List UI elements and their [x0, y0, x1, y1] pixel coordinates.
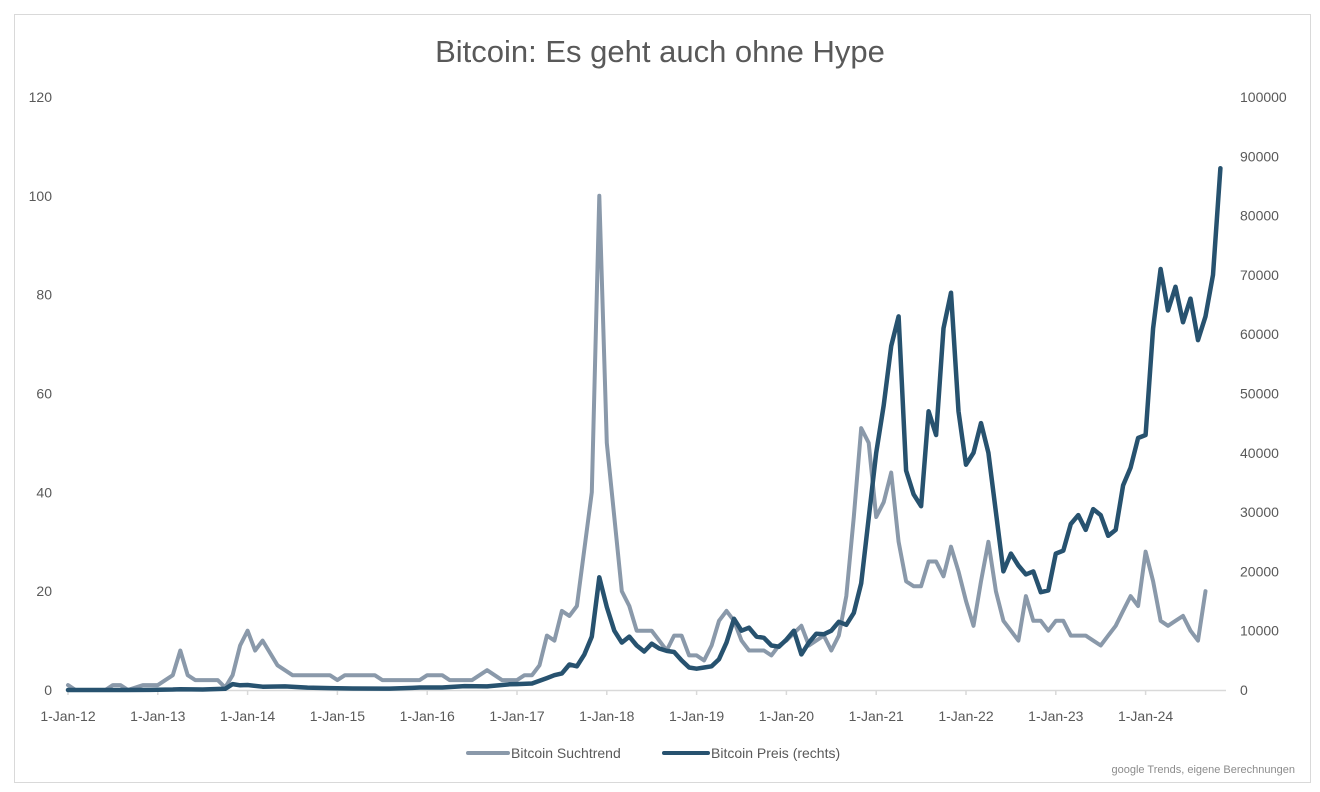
- series-line-preis: [65, 165, 1223, 693]
- right-y-axis: 0 10000 20000 30000 40000 50000 60000 70000 8000…: [1240, 89, 1287, 698]
- legend-label-price: Bitcoin Preis (rechts): [711, 745, 840, 761]
- right-y-tick-label: 10000: [1240, 623, 1279, 639]
- plot-lines: [65, 165, 1223, 693]
- x-tick-label: 1-Jan-23: [1028, 708, 1083, 724]
- right-y-tick-label: 100000: [1240, 89, 1287, 105]
- x-tick-label: 1-Jan-20: [759, 708, 814, 724]
- x-tick-label: 1-Jan-19: [669, 708, 724, 724]
- x-tick-label: 1-Jan-15: [310, 708, 365, 724]
- x-tick-label: 1-Jan-22: [938, 708, 993, 724]
- left-y-tick-label: 40: [36, 484, 52, 500]
- x-tick-label: 1-Jan-21: [849, 708, 904, 724]
- left-y-tick-label: 100: [29, 188, 53, 204]
- x-tick-label: 1-Jan-13: [130, 708, 185, 724]
- x-tick-label: 1-Jan-14: [220, 708, 275, 724]
- chart-title: Bitcoin: Es geht auch ohne Hype: [435, 34, 885, 69]
- right-y-tick-label: 0: [1240, 682, 1248, 698]
- x-tick-label: 1-Jan-16: [400, 708, 455, 724]
- left-y-tick-label: 120: [29, 89, 53, 105]
- right-y-tick-label: 40000: [1240, 445, 1279, 461]
- legend-label-trend: Bitcoin Suchtrend: [511, 745, 621, 761]
- right-y-tick-label: 80000: [1240, 208, 1279, 224]
- right-y-tick-label: 30000: [1240, 504, 1279, 520]
- left-y-tick-label: 0: [44, 682, 52, 698]
- x-tick-label: 1-Jan-17: [489, 708, 544, 724]
- right-y-tick-label: 70000: [1240, 267, 1279, 283]
- left-y-tick-label: 80: [36, 287, 52, 303]
- x-tick-label: 1-Jan-18: [579, 708, 634, 724]
- x-axis: 1-Jan-12 1-Jan-13 1-Jan-14 1-Jan-15 1-Jan-16…: [40, 689, 1226, 724]
- series-line-suchtrend: [66, 193, 1208, 692]
- left-y-tick-label: 60: [36, 386, 52, 402]
- x-tick-label: 1-Jan-24: [1118, 708, 1173, 724]
- chart-frame: [14, 14, 1311, 783]
- legend: Bitcoin Suchtrend Bitcoin Preis (rechts): [466, 745, 840, 761]
- right-y-tick-label: 60000: [1240, 326, 1279, 342]
- x-tick-label: 1-Jan-12: [40, 708, 95, 724]
- left-y-tick-label: 20: [36, 583, 52, 599]
- left-y-axis: 0 20 40 60 80 100 120: [29, 89, 53, 698]
- right-y-tick-label: 90000: [1240, 148, 1279, 164]
- right-y-tick-label: 20000: [1240, 563, 1279, 579]
- right-y-tick-label: 50000: [1240, 386, 1279, 402]
- source-note: google Trends, eigene Berechnungen: [1112, 764, 1295, 776]
